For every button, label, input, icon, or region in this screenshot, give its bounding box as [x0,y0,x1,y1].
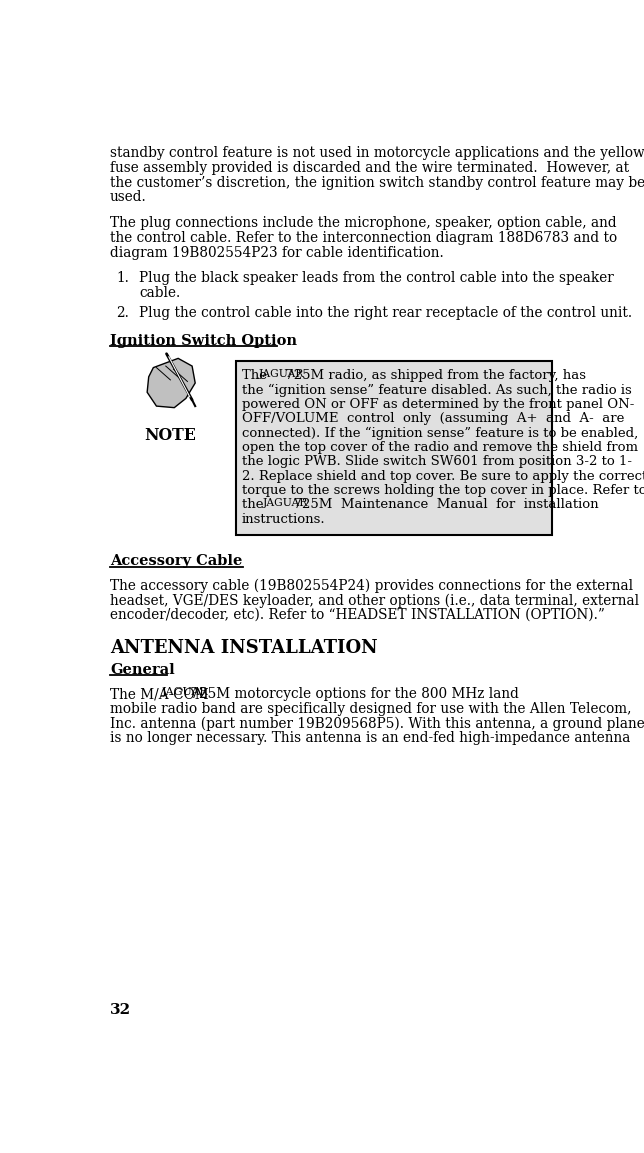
Text: 32: 32 [110,1003,131,1017]
Text: 2. Replace shield and top cover. Be sure to apply the correct: 2. Replace shield and top cover. Be sure… [242,469,644,482]
Text: OFF/VOLUME  control  only  (assuming  A+  and  A-  are: OFF/VOLUME control only (assuming A+ and… [242,412,624,425]
Text: Accessory Cable: Accessory Cable [110,553,242,568]
Text: NOTE: NOTE [144,427,196,444]
Text: The accessory cable (19B802554P24) provides connections for the external: The accessory cable (19B802554P24) provi… [110,579,633,593]
Text: Ignition Switch Option: Ignition Switch Option [110,333,297,348]
Text: connected). If the “ignition sense” feature is to be enabled,: connected). If the “ignition sense” feat… [242,427,638,439]
Text: powered ON or OFF as determined by the front panel ON-: powered ON or OFF as determined by the f… [242,398,634,410]
Text: JAGUAR: JAGUAR [259,369,304,379]
Text: fuse assembly provided is discarded and the wire terminated.  However, at: fuse assembly provided is discarded and … [110,161,629,175]
Text: the control cable. Refer to the interconnection diagram 188D6783 and to: the control cable. Refer to the intercon… [110,231,617,244]
Text: The: The [242,369,271,382]
Text: the “ignition sense” feature disabled. As such, the radio is: the “ignition sense” feature disabled. A… [242,384,632,397]
Text: standby control feature is not used in motorcycle applications and the yellow: standby control feature is not used in m… [110,146,644,160]
Text: the logic PWB. Slide switch SW601 from position 3-2 to 1-: the logic PWB. Slide switch SW601 from p… [242,455,632,468]
Text: is no longer necessary. This antenna is an end-fed high-impedance antenna: is no longer necessary. This antenna is … [110,731,630,745]
Text: 725M radio, as shipped from the factory, has: 725M radio, as shipped from the factory,… [281,369,586,382]
Text: The M/A-COM: The M/A-COM [110,687,213,701]
Text: 2.: 2. [116,306,129,321]
Text: JAGUAR: JAGUAR [263,498,308,508]
Text: used.: used. [110,190,147,204]
Text: the: the [242,498,272,511]
Text: the customer’s discretion, the ignition switch standby control feature may be: the customer’s discretion, the ignition … [110,175,644,189]
Text: ANTENNA INSTALLATION: ANTENNA INSTALLATION [110,639,377,657]
Text: torque to the screws holding the top cover in place. Refer to: torque to the screws holding the top cov… [242,484,644,497]
Text: encoder/decoder, etc). Refer to “HEADSET INSTALLATION (OPTION).”: encoder/decoder, etc). Refer to “HEADSET… [110,608,605,621]
Text: open the top cover of the radio and remove the shield from: open the top cover of the radio and remo… [242,440,638,454]
Text: 1.: 1. [116,271,129,285]
Text: The plug connections include the microphone, speaker, option cable, and: The plug connections include the microph… [110,216,616,229]
Text: 725M motorcycle options for the 800 MHz land: 725M motorcycle options for the 800 MHz … [185,687,518,701]
Text: Inc. antenna (part number 19B209568P5). With this antenna, a ground plane: Inc. antenna (part number 19B209568P5). … [110,716,644,731]
Text: headset, VGE/DES keyloader, and other options (i.e., data terminal, external: headset, VGE/DES keyloader, and other op… [110,593,639,608]
FancyBboxPatch shape [236,361,553,535]
Text: cable.: cable. [139,286,181,300]
Polygon shape [147,359,195,408]
Text: JAGUAR: JAGUAR [162,687,209,698]
Text: mobile radio band are specifically designed for use with the Allen Telecom,: mobile radio band are specifically desig… [110,702,632,716]
Text: 725M  Maintenance  Manual  for  installation: 725M Maintenance Manual for installation [285,498,599,511]
Text: General: General [110,663,175,677]
Text: instructions.: instructions. [242,513,325,526]
Text: diagram 19B802554P23 for cable identification.: diagram 19B802554P23 for cable identific… [110,246,444,259]
Text: Plug the black speaker leads from the control cable into the speaker: Plug the black speaker leads from the co… [139,271,614,285]
Text: Plug the control cable into the right rear receptacle of the control unit.: Plug the control cable into the right re… [139,306,632,321]
